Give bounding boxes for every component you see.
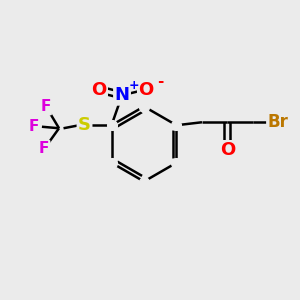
Text: Br: Br	[267, 113, 288, 131]
Text: +: +	[129, 79, 139, 92]
Text: N: N	[115, 86, 130, 104]
Text: O: O	[91, 81, 106, 99]
Text: F: F	[40, 99, 51, 114]
Text: S: S	[78, 116, 91, 134]
Text: O: O	[138, 81, 154, 99]
Text: F: F	[28, 119, 39, 134]
Text: F: F	[39, 141, 49, 156]
Text: -: -	[157, 74, 164, 89]
Text: O: O	[220, 141, 235, 159]
